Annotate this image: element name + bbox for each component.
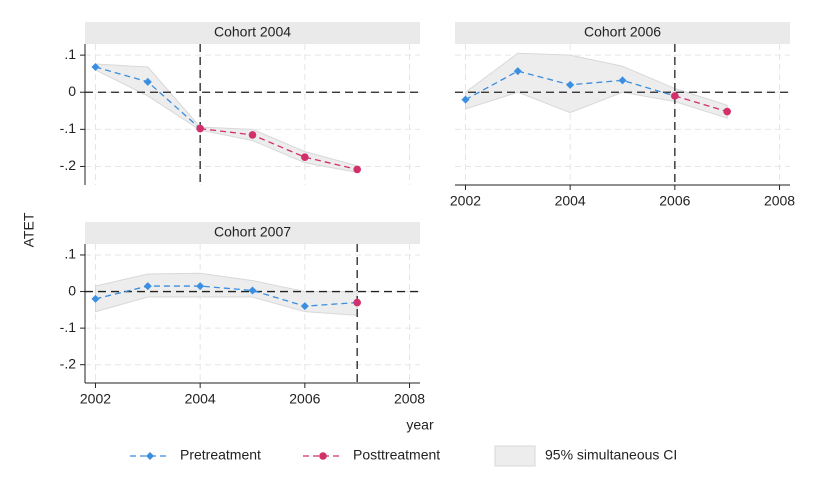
marker bbox=[723, 107, 731, 116]
y-tick-label: -.2 bbox=[60, 355, 77, 371]
panel-title: Cohort 2006 bbox=[584, 24, 661, 40]
x-tick-label: 2008 bbox=[764, 193, 795, 209]
y-tick-label: -.1 bbox=[60, 120, 77, 136]
marker bbox=[513, 67, 522, 76]
y-axis-label: ATET bbox=[21, 212, 37, 247]
x-tick-label: 2006 bbox=[289, 391, 320, 407]
panel-header bbox=[455, 22, 790, 44]
panel-title: Cohort 2004 bbox=[214, 24, 291, 40]
marker bbox=[196, 124, 204, 133]
marker bbox=[671, 92, 679, 100]
ci-band: 95% simultaneous CI bbox=[464, 52, 728, 119]
panel-title: Cohort 2007 bbox=[214, 224, 291, 240]
marker bbox=[91, 294, 100, 303]
marker bbox=[353, 165, 361, 174]
panel-header bbox=[85, 222, 420, 244]
legend-marker bbox=[319, 452, 327, 460]
series-line: Pretreatment bbox=[95, 285, 358, 307]
legend-marker bbox=[146, 452, 154, 460]
marker bbox=[301, 153, 309, 161]
marker bbox=[248, 286, 257, 295]
legend-swatch bbox=[494, 445, 536, 467]
x-tick-label: 2002 bbox=[450, 193, 481, 209]
y-tick-label: -.1 bbox=[60, 319, 77, 335]
marker bbox=[618, 76, 627, 85]
series-line: Posttreatment bbox=[200, 127, 358, 171]
x-axis-label: year bbox=[406, 417, 434, 433]
marker bbox=[91, 63, 100, 72]
x-tick-label: 2002 bbox=[80, 391, 111, 407]
x-tick-label: 2004 bbox=[555, 193, 586, 209]
marker bbox=[196, 282, 205, 291]
y-tick-label: -.2 bbox=[60, 157, 77, 173]
legend-label: Posttreatment bbox=[353, 447, 440, 463]
series-line: Posttreatment bbox=[674, 95, 728, 113]
y-tick-label: .1 bbox=[64, 46, 76, 62]
marker bbox=[143, 282, 152, 291]
marker bbox=[143, 77, 152, 86]
marker bbox=[566, 80, 575, 89]
y-tick-label: .1 bbox=[64, 246, 76, 262]
legend-label: 95% simultaneous CI bbox=[545, 447, 677, 463]
marker bbox=[461, 95, 470, 104]
x-tick-label: 2008 bbox=[394, 391, 425, 407]
marker bbox=[248, 131, 257, 139]
y-tick-label: 0 bbox=[68, 83, 76, 99]
x-tick-label: 2004 bbox=[185, 391, 216, 407]
panel-header bbox=[85, 22, 420, 44]
y-tick-label: 0 bbox=[68, 282, 76, 298]
x-tick-label: 2006 bbox=[659, 193, 690, 209]
legend-label: Pretreatment bbox=[180, 447, 261, 463]
marker bbox=[353, 298, 361, 307]
marker bbox=[300, 302, 309, 311]
